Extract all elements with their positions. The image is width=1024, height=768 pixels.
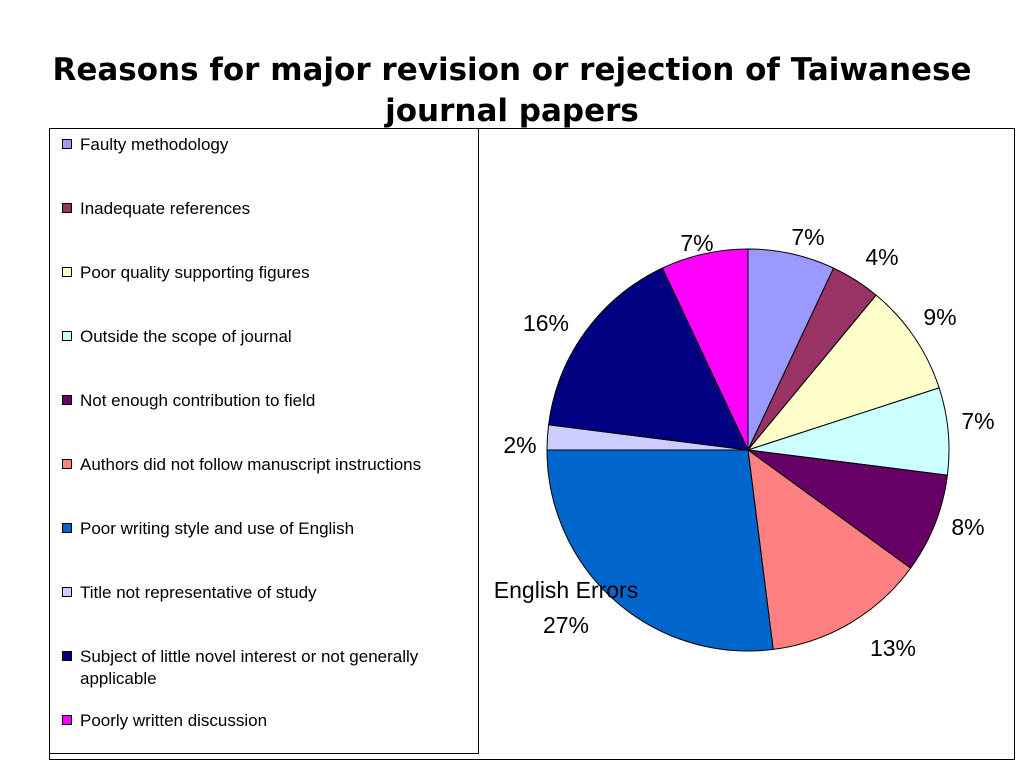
legend-item: Poor quality supporting figures bbox=[62, 262, 472, 284]
legend-swatch bbox=[62, 267, 72, 277]
legend-swatch bbox=[62, 395, 72, 405]
legend-swatch bbox=[62, 587, 72, 597]
chart-title-line-1: Reasons for major revision or rejection … bbox=[52, 52, 972, 88]
legend-item: Outside the scope of journal bbox=[62, 326, 472, 348]
chart-title-line-2: journal papers bbox=[385, 93, 639, 129]
legend-item: Faulty methodology bbox=[62, 134, 472, 156]
slice-percent-label: 4% bbox=[865, 244, 898, 270]
legend-swatch bbox=[62, 523, 72, 533]
legend-item: Poorly written discussion bbox=[62, 710, 472, 732]
legend-swatch bbox=[62, 715, 72, 725]
legend-label: Authors did not follow manuscript instru… bbox=[80, 455, 422, 474]
pie-slice bbox=[746, 294, 940, 452]
legend-label: Subject of little novel interest or not … bbox=[80, 647, 419, 688]
legend-label: Inadequate references bbox=[80, 199, 251, 218]
legend: Faulty methodology Inadequate references P… bbox=[49, 128, 479, 754]
legend-item: Poor writing style and use of English bbox=[62, 518, 472, 540]
legend-item: Inadequate references bbox=[62, 198, 472, 220]
slice-percent-label: 9% bbox=[923, 304, 956, 330]
legend-swatch bbox=[62, 331, 72, 341]
slice-percent-label: 7% bbox=[961, 408, 994, 434]
pie-slice bbox=[546, 449, 774, 652]
legend-label: Faulty methodology bbox=[80, 135, 229, 154]
legend-label: Poor quality supporting figures bbox=[80, 263, 310, 282]
slice-percent-label: 7% bbox=[680, 230, 713, 256]
legend-swatch bbox=[62, 139, 72, 149]
legend-swatch bbox=[62, 203, 72, 213]
legend-label: Poorly written discussion bbox=[80, 711, 268, 730]
slice-percent-label: 27% bbox=[543, 612, 589, 638]
legend-swatch bbox=[62, 459, 72, 469]
slice-annotation: English Errors bbox=[494, 577, 638, 603]
pie-slice bbox=[661, 248, 749, 451]
legend-item: Not enough contribution to field bbox=[62, 390, 472, 412]
pie-slice bbox=[747, 448, 912, 650]
legend-item: Title not representative of study bbox=[62, 582, 472, 604]
chart-title: Reasons for major revision or rejection … bbox=[0, 50, 1024, 132]
pie-slice bbox=[747, 449, 948, 569]
legend-label: Poor writing style and use of English bbox=[80, 519, 355, 538]
legend-label: Not enough contribution to field bbox=[80, 391, 316, 410]
slice-percent-label: 16% bbox=[523, 310, 569, 336]
pie-slice bbox=[548, 267, 749, 451]
slice-percent-label: 8% bbox=[951, 514, 984, 540]
legend-label: Outside the scope of journal bbox=[80, 327, 292, 346]
slice-percent-label: 2% bbox=[503, 432, 536, 458]
legend-item: Subject of little novel interest or not … bbox=[62, 646, 472, 690]
legend-swatch bbox=[62, 651, 72, 661]
legend-label: Title not representative of study bbox=[80, 583, 317, 602]
slice-percent-label: 7% bbox=[791, 224, 824, 250]
slice-percent-label: 13% bbox=[870, 635, 916, 661]
legend-item: Authors did not follow manuscript instru… bbox=[62, 454, 472, 476]
